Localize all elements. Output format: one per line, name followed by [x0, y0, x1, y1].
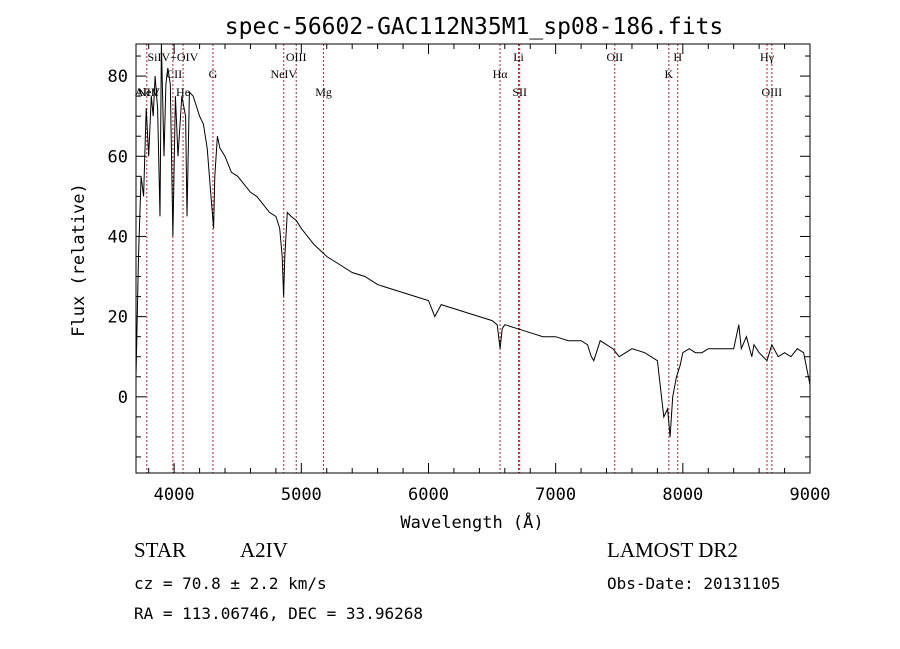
line-label-12: OII	[606, 50, 623, 64]
line-label-3: CII	[166, 67, 182, 81]
axis-ticks: 4000 5000 6000 7000 8000 9000 0 20 40 60 80	[108, 44, 831, 505]
line-label-4: He	[176, 85, 190, 99]
line-label-10: Li	[513, 50, 524, 64]
obs-date: Obs-Date: 20131105	[607, 574, 781, 593]
line-label-6: NeIV	[270, 67, 297, 81]
chart-title: spec-56602-GAC112N35M1_sp08-186.fits	[225, 14, 724, 40]
line-label-15: Hγ	[760, 50, 775, 64]
survey-name: LAMOST DR2	[607, 538, 738, 562]
line-label-5: G	[209, 67, 218, 81]
y-tick-label-0: 0	[118, 388, 128, 408]
plot-frame	[135, 43, 811, 474]
line-label-13: K	[665, 67, 674, 81]
line-label-9: Hα	[493, 67, 509, 81]
line-label-14: H	[673, 50, 682, 64]
line-marker-layer	[146, 44, 773, 473]
spectrum-line	[135, 43, 811, 437]
line-label-2: SiIV+OIV	[147, 50, 198, 64]
x-tick-label-4: 8000	[662, 485, 703, 505]
line-label-8: Mg	[315, 85, 332, 99]
line-label-0: AlIII	[135, 85, 159, 99]
object-subclass: A2IV	[240, 538, 288, 562]
y-tick-label-2: 40	[108, 227, 128, 247]
object-class: STAR	[134, 538, 186, 562]
coordinates: RA = 113.06746, DEC = 33.96268	[134, 604, 423, 623]
line-label-16: OIII	[762, 85, 783, 99]
line-label-7: OIII	[286, 50, 307, 64]
line-label-11: SII	[512, 85, 527, 99]
redshift-cz: cz = 70.8 ± 2.2 km/s	[134, 574, 327, 593]
x-tick-label-5: 9000	[790, 485, 831, 505]
x-tick-label-2: 6000	[408, 485, 449, 505]
y-tick-label-1: 20	[108, 308, 128, 328]
y-axis-label: Flux (relative)	[69, 183, 89, 337]
y-tick-label-3: 60	[108, 147, 128, 167]
x-tick-label-0: 4000	[154, 485, 195, 505]
x-tick-label-1: 5000	[281, 485, 322, 505]
y-tick-label-4: 80	[108, 67, 128, 87]
x-tick-label-3: 7000	[535, 485, 576, 505]
x-axis-label: Wavelength (Å)	[400, 511, 543, 533]
